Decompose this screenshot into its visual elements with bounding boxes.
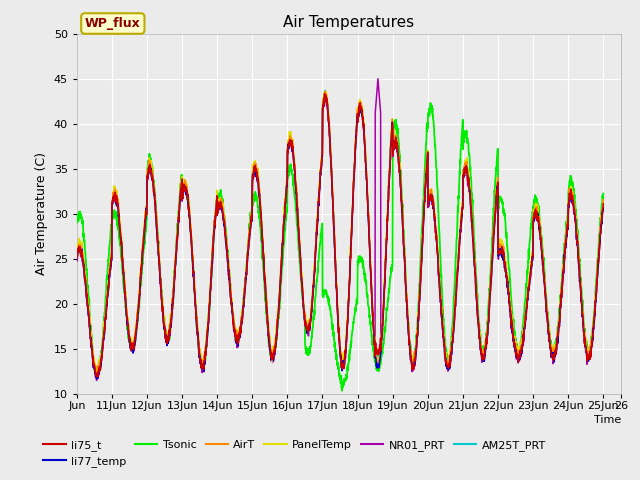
- Tsonic: [73, 219, 81, 225]
- AM25T_PRT: [356, 105, 364, 110]
- NR01_PRT: [493, 186, 501, 192]
- Y-axis label: Air Temperature (C): Air Temperature (C): [35, 152, 48, 275]
- AM25T_PRT: [93, 374, 100, 380]
- li77_temp: [600, 205, 607, 211]
- AirT: [356, 101, 364, 107]
- Line: Tsonic: Tsonic: [77, 103, 604, 391]
- PanelTemp: [600, 197, 607, 203]
- Legend: li75_t, li77_temp, Tsonic, AirT, PanelTemp, NR01_PRT, AM25T_PRT: li75_t, li77_temp, Tsonic, AirT, PanelTe…: [39, 435, 550, 471]
- NR01_PRT: [367, 269, 374, 275]
- li77_temp: [220, 216, 228, 222]
- PanelTemp: [93, 372, 101, 377]
- Tsonic: [355, 259, 363, 265]
- li77_temp: [321, 93, 328, 98]
- li75_t: [220, 217, 228, 223]
- li77_temp: [73, 254, 81, 260]
- AirT: [554, 334, 561, 339]
- AM25T_PRT: [367, 272, 374, 277]
- li75_t: [568, 196, 575, 202]
- li77_temp: [568, 197, 575, 203]
- Tsonic: [367, 319, 374, 324]
- AirT: [321, 88, 329, 94]
- li75_t: [73, 254, 81, 260]
- li77_temp: [493, 184, 501, 190]
- Tsonic: [554, 329, 561, 335]
- li77_temp: [554, 336, 561, 342]
- Line: AM25T_PRT: AM25T_PRT: [77, 91, 604, 377]
- Tsonic: [568, 179, 575, 184]
- NR01_PRT: [374, 76, 382, 82]
- AirT: [73, 254, 81, 260]
- Tsonic: [600, 191, 607, 196]
- Tsonic: [339, 388, 346, 394]
- PanelTemp: [554, 328, 561, 334]
- AirT: [493, 184, 501, 190]
- Tsonic: [427, 100, 435, 106]
- Tsonic: [493, 152, 501, 158]
- AM25T_PRT: [554, 333, 561, 339]
- Text: Time: Time: [593, 415, 621, 425]
- NR01_PRT: [600, 208, 607, 214]
- AM25T_PRT: [321, 88, 328, 94]
- PanelTemp: [568, 192, 575, 198]
- Title: Air Temperatures: Air Temperatures: [284, 15, 414, 30]
- PanelTemp: [367, 267, 374, 273]
- li77_temp: [93, 376, 100, 382]
- Text: WP_flux: WP_flux: [85, 17, 141, 30]
- li75_t: [600, 201, 607, 207]
- AirT: [93, 372, 100, 378]
- PanelTemp: [356, 103, 364, 109]
- li75_t: [367, 272, 374, 277]
- Line: PanelTemp: PanelTemp: [77, 91, 604, 374]
- NR01_PRT: [73, 258, 81, 264]
- Line: li75_t: li75_t: [77, 94, 604, 377]
- NR01_PRT: [554, 341, 561, 347]
- AM25T_PRT: [73, 253, 81, 259]
- Line: li77_temp: li77_temp: [77, 96, 604, 379]
- Line: NR01_PRT: NR01_PRT: [77, 79, 604, 381]
- AirT: [600, 197, 607, 203]
- NR01_PRT: [220, 218, 228, 224]
- li75_t: [493, 187, 501, 192]
- PanelTemp: [322, 88, 330, 94]
- AM25T_PRT: [568, 195, 575, 201]
- li75_t: [94, 374, 102, 380]
- NR01_PRT: [355, 111, 363, 117]
- AirT: [568, 193, 575, 199]
- li77_temp: [356, 103, 364, 109]
- NR01_PRT: [93, 378, 100, 384]
- li75_t: [554, 338, 561, 344]
- li75_t: [356, 104, 364, 109]
- PanelTemp: [220, 212, 228, 218]
- Tsonic: [220, 216, 227, 222]
- li77_temp: [367, 270, 374, 276]
- PanelTemp: [73, 249, 81, 255]
- PanelTemp: [493, 179, 501, 185]
- AM25T_PRT: [600, 204, 607, 210]
- li75_t: [321, 91, 328, 96]
- AirT: [367, 270, 374, 276]
- NR01_PRT: [568, 197, 575, 203]
- Line: AirT: AirT: [77, 91, 604, 375]
- AirT: [220, 213, 228, 218]
- AM25T_PRT: [493, 186, 501, 192]
- AM25T_PRT: [220, 214, 228, 219]
